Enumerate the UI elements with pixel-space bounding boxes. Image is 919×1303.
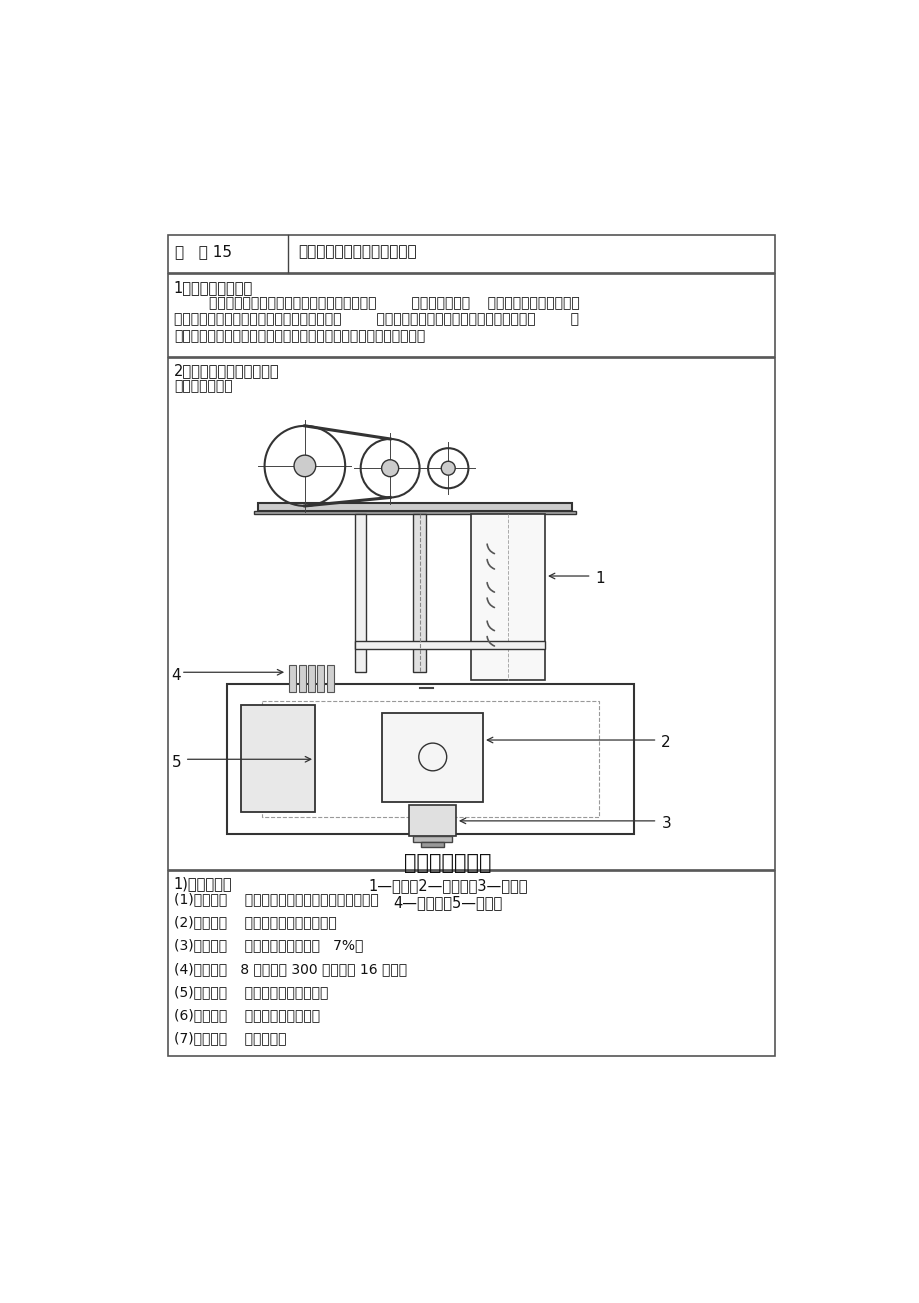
Circle shape	[294, 455, 315, 477]
Text: 题   目 15: 题 目 15	[176, 244, 233, 259]
Text: (1)机器功用    由料斗把散状物料提升到一定高度。: (1)机器功用 由料斗把散状物料提升到一定高度。	[174, 893, 379, 907]
Bar	[227, 684, 633, 834]
Bar	[255, 511, 575, 515]
Text: 1)、已知条件: 1)、已知条件	[174, 877, 233, 891]
Text: 2、课程设计的内容和要求: 2、课程设计的内容和要求	[174, 364, 279, 378]
Bar	[382, 713, 482, 801]
Bar	[258, 503, 572, 511]
Circle shape	[381, 460, 398, 477]
Bar	[167, 870, 775, 1055]
Bar	[471, 515, 545, 680]
Text: (7)生产批量    中批生产。: (7)生产批量 中批生产。	[174, 1031, 286, 1045]
Text: 本课程设计为学生提供了一个既动手又动脑，        自学，查资料，    独立实践的机会。将本学: 本课程设计为学生提供了一个既动手又动脑， 自学，查资料， 独立实践的机会。将本学	[174, 296, 579, 310]
Bar	[355, 641, 545, 649]
Text: 5: 5	[171, 754, 181, 770]
Bar	[167, 274, 775, 357]
Bar	[317, 665, 323, 692]
Text: (4)使用寿命   8 年，每年 300 天，每天 16 小时。: (4)使用寿命 8 年，每年 300 天，每天 16 小时。	[174, 962, 406, 976]
Text: (2)工作情况    单向工作，有轻微振动。: (2)工作情况 单向工作，有轻微振动。	[174, 916, 336, 929]
Text: 垂直斗式提升机: 垂直斗式提升机	[404, 853, 492, 873]
Bar	[409, 805, 456, 837]
Bar	[326, 665, 334, 692]
Text: (6)生产厂型    中小型机械制造厂。: (6)生产厂型 中小型机械制造厂。	[174, 1009, 320, 1022]
Text: (3)运转要求    滚筒转速误差不超过   7%。: (3)运转要求 滚筒转速误差不超过 7%。	[174, 938, 363, 952]
Text: 4—带传动；5—电动机: 4—带传动；5—电动机	[393, 895, 503, 909]
Circle shape	[441, 461, 455, 476]
Text: 3: 3	[661, 816, 670, 831]
Bar	[241, 705, 314, 812]
Bar	[355, 515, 366, 672]
Text: 4: 4	[171, 667, 181, 683]
Bar	[421, 843, 444, 847]
Text: (5)检修周期    半年小修，两年大修。: (5)检修周期 半年小修，两年大修。	[174, 985, 328, 999]
Text: 高学生综合运用所学知识的能力，装配图、零件图的设计绘图能力。: 高学生综合运用所学知识的能力，装配图、零件图的设计绘图能力。	[174, 330, 425, 344]
Bar	[413, 837, 451, 843]
Bar	[289, 665, 296, 692]
Text: 1: 1	[595, 572, 605, 586]
Bar	[167, 358, 775, 870]
Text: 期课本上的理论知识和实际有机的结合起来，        锻炼学生实际分析问题和解决问题的能力，        提: 期课本上的理论知识和实际有机的结合起来， 锻炼学生实际分析问题和解决问题的能力，…	[174, 313, 578, 327]
Text: 垂直斗式提升机传动装置设计: 垂直斗式提升机传动装置设计	[299, 244, 417, 259]
Text: 1、课程设计的目的: 1、课程设计的目的	[174, 280, 253, 296]
Bar	[167, 235, 775, 274]
Text: 1—料斗；2—减速器；3—滚筒；: 1—料斗；2—减速器；3—滚筒；	[369, 878, 528, 893]
Text: 传动装置简图：: 传动装置简图：	[174, 379, 233, 394]
Bar	[308, 665, 314, 692]
Text: 2: 2	[661, 735, 670, 751]
Bar	[299, 665, 305, 692]
Bar	[413, 515, 425, 672]
